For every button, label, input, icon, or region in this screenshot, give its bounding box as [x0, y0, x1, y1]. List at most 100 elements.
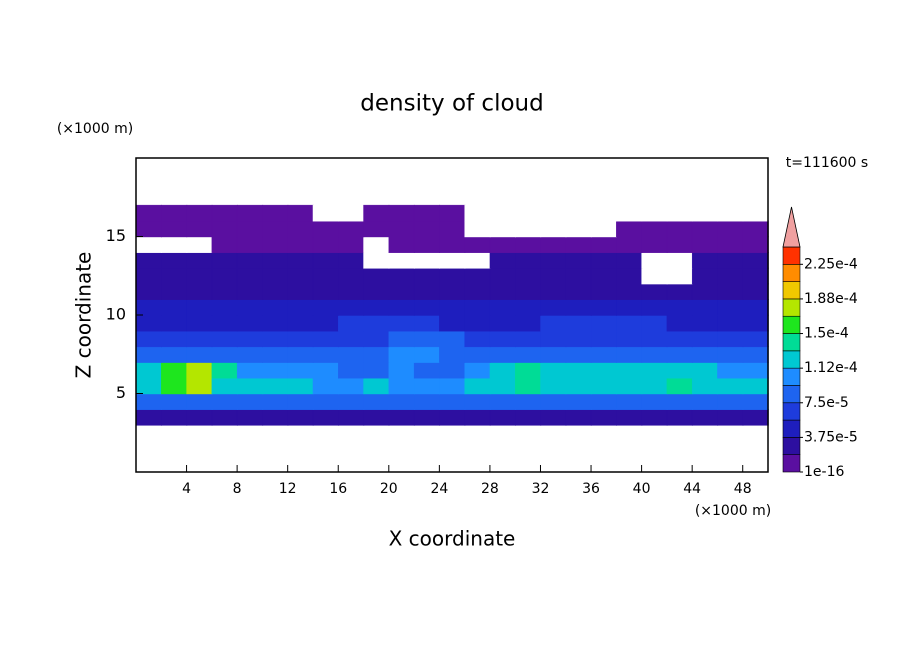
- contour-cell: [413, 251, 441, 269]
- contour-cell: [413, 299, 441, 316]
- contour-cell: [666, 204, 693, 222]
- contour-cell: [464, 393, 491, 410]
- contour-cell: [540, 267, 567, 285]
- contour-cell: [439, 314, 466, 332]
- contour-cell: [742, 220, 769, 238]
- contour-cell: [262, 236, 289, 253]
- contour-cell: [691, 346, 719, 363]
- colorbar-tick-label: 1.5e-4: [804, 326, 849, 342]
- contour-cell: [717, 346, 744, 363]
- contour-cell: [439, 283, 466, 301]
- x-tick-label: 28: [481, 481, 499, 497]
- contour-cell: [413, 346, 441, 363]
- contour-cell: [464, 251, 491, 269]
- colorbar-tick-label: 3.75e-5: [804, 429, 858, 445]
- contour-cell: [616, 346, 643, 363]
- contour-cell: [691, 267, 719, 285]
- contour-cell: [540, 204, 567, 222]
- contour-cell: [515, 251, 542, 269]
- contour-cell: [211, 251, 238, 269]
- contour-cell: [413, 204, 441, 222]
- colorbar-band: [782, 419, 801, 438]
- contour-cell: [439, 220, 466, 238]
- contour-cell: [287, 377, 314, 395]
- contour-cell: [666, 220, 693, 238]
- contour-cell: [439, 267, 466, 285]
- contour-cell: [186, 330, 213, 348]
- contour-cell: [464, 409, 491, 426]
- contour-cell: [363, 346, 390, 363]
- contour-cell: [135, 346, 162, 363]
- contour-cell: [666, 299, 693, 316]
- contour-cell: [616, 330, 643, 348]
- contour-cell: [489, 361, 516, 379]
- contour-cell: [742, 299, 769, 316]
- contour-cell: [211, 236, 238, 253]
- contour-cell: [616, 393, 643, 410]
- contour-cell: [135, 283, 162, 301]
- contour-cell: [338, 314, 365, 332]
- contour-cell: [742, 346, 769, 363]
- contour-cell: [135, 314, 162, 332]
- contour-cell: [742, 236, 769, 253]
- contour-cell: [691, 314, 719, 332]
- contour-cell: [312, 220, 339, 238]
- contour-cell: [540, 393, 567, 410]
- contour-cell: [515, 204, 542, 222]
- contour-cell: [439, 330, 466, 348]
- contour-cell: [742, 330, 769, 348]
- contour-cell: [717, 251, 744, 269]
- contour-cell: [515, 314, 542, 332]
- contour-cell: [161, 299, 188, 316]
- contour-cell: [489, 409, 516, 426]
- contour-cell: [590, 393, 618, 410]
- contour-cell: [338, 346, 365, 363]
- contour-cell: [742, 204, 769, 222]
- contour-cell: [489, 251, 516, 269]
- contour-cell: [312, 204, 339, 222]
- contour-cell: [641, 220, 668, 238]
- contour-cell: [666, 283, 693, 301]
- y-tick-label: 10: [106, 305, 126, 324]
- contour-cell: [464, 361, 491, 379]
- contour-cell: [413, 377, 441, 395]
- contour-cell: [439, 377, 466, 395]
- contour-cell: [515, 393, 542, 410]
- colorbar-tick-label: 1.88e-4: [804, 291, 858, 307]
- contour-cell: [135, 204, 162, 222]
- contour-cell: [287, 299, 314, 316]
- contour-cell: [691, 251, 719, 269]
- contour-cell: [135, 299, 162, 316]
- contour-cell: [590, 330, 618, 348]
- contour-cell: [464, 283, 491, 301]
- contour-cell: [388, 251, 415, 269]
- contour-cell: [515, 409, 542, 426]
- contour-cell: [161, 393, 188, 410]
- contour-cell: [489, 283, 516, 301]
- contour-cell: [287, 314, 314, 332]
- contour-cell: [717, 409, 744, 426]
- contour-cell: [338, 267, 365, 285]
- contour-cell: [717, 283, 744, 301]
- colorbar-band: [782, 367, 801, 386]
- colorbar-band: [782, 385, 801, 404]
- contour-cell: [413, 361, 441, 379]
- colorbar-tick-label: 2.25e-4: [804, 256, 858, 272]
- contour-cell: [363, 236, 390, 253]
- contour-cell: [439, 393, 466, 410]
- contour-cell: [565, 283, 592, 301]
- contour-cell: [515, 346, 542, 363]
- contour-cell: [540, 377, 567, 395]
- contour-cell: [262, 409, 289, 426]
- contour-cell: [666, 314, 693, 332]
- contour-cell: [616, 377, 643, 395]
- contour-cell: [691, 204, 719, 222]
- contour-cell: [161, 330, 188, 348]
- contour-cell: [540, 236, 567, 253]
- contour-cell: [413, 267, 441, 285]
- contour-cell: [262, 314, 289, 332]
- contour-cell: [565, 251, 592, 269]
- contour-cell: [540, 330, 567, 348]
- contour-cell: [565, 267, 592, 285]
- x-tick-label: 40: [633, 481, 651, 497]
